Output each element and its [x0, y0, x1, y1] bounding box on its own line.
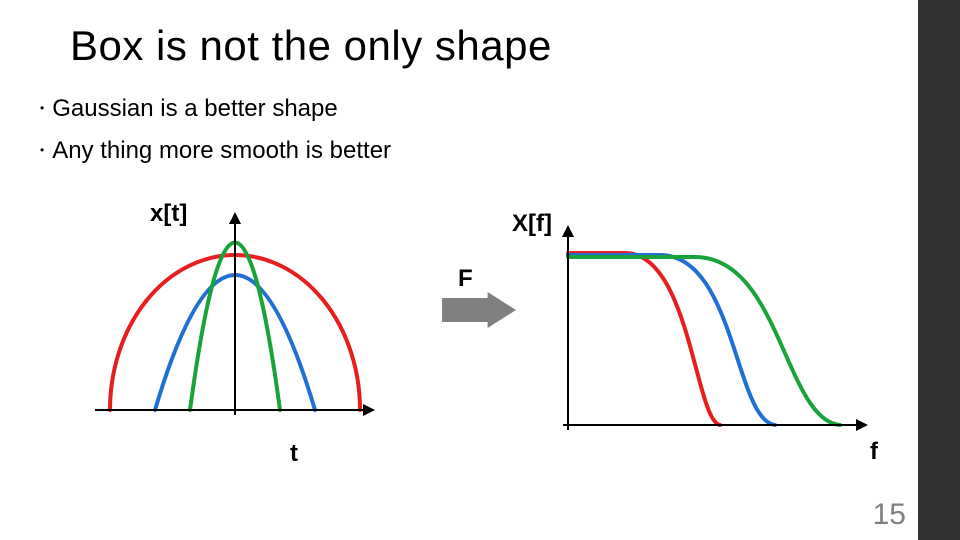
bullet-item: • Any thing more smooth is better	[40, 137, 391, 165]
time-domain-chart	[95, 210, 375, 440]
transform-label: F	[458, 265, 473, 293]
left-chart-xlabel: t	[290, 440, 298, 468]
right-chart-ylabel: X[f]	[512, 210, 552, 238]
transform-arrow-icon	[440, 290, 530, 330]
page-number: 15	[873, 498, 906, 532]
bullet-dot-icon: •	[40, 143, 44, 157]
bullet-item: • Gaussian is a better shape	[40, 95, 391, 123]
slide-title: Box is not the only shape	[70, 22, 552, 70]
bullet-list: • Gaussian is a better shape • Any thing…	[40, 95, 391, 179]
bullet-text: Gaussian is a better shape	[52, 95, 338, 123]
freq-domain-chart	[560, 225, 870, 455]
right-chart-xlabel: f	[870, 438, 878, 466]
bullet-text: Any thing more smooth is better	[52, 137, 391, 165]
left-chart-ylabel: x[t]	[150, 200, 187, 228]
slide-sidebar	[918, 0, 960, 540]
bullet-dot-icon: •	[40, 101, 44, 115]
